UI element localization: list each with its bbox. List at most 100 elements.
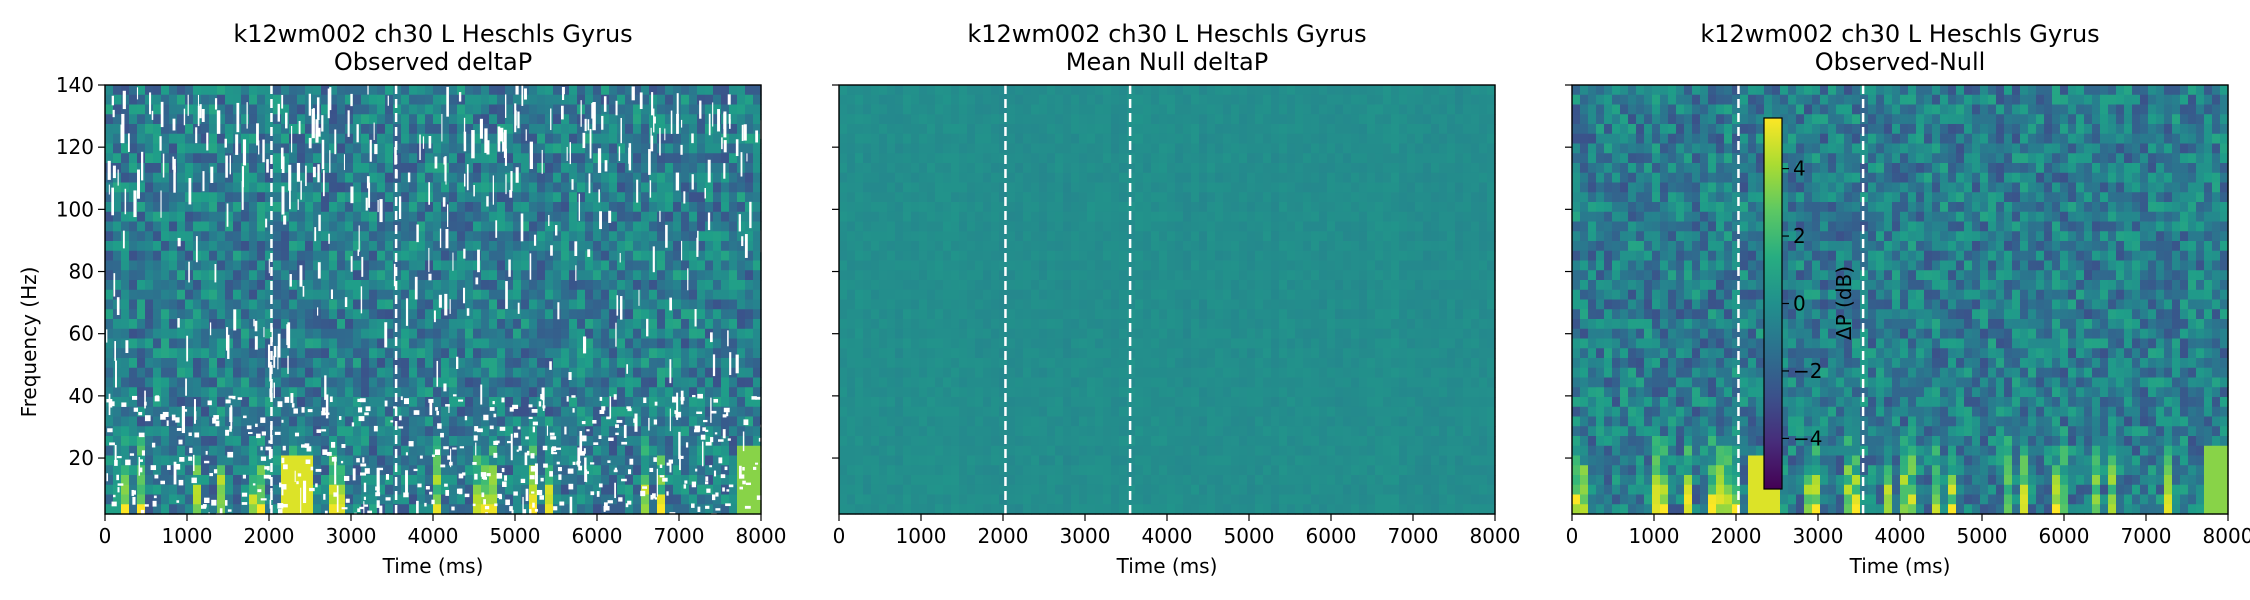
heatmap-cell xyxy=(377,377,386,388)
heatmap-cell xyxy=(681,85,690,96)
heatmap-cell xyxy=(281,494,290,505)
heatmap-cell xyxy=(847,465,856,476)
heatmap-cell xyxy=(449,406,458,418)
heatmap-cell xyxy=(585,406,594,418)
heatmap-cell xyxy=(441,250,450,262)
heatmap-cell xyxy=(417,426,426,437)
heatmap-cell xyxy=(617,445,626,457)
heatmap-cell xyxy=(601,211,610,223)
heatmap-cell xyxy=(729,85,738,96)
heatmap-cell xyxy=(249,377,258,388)
heatmap-cell xyxy=(425,484,434,496)
heatmap-cell xyxy=(561,455,570,466)
heatmap-cell xyxy=(855,299,864,310)
heatmap-cell xyxy=(737,85,746,96)
heatmap-cell xyxy=(729,455,738,466)
heatmap-cell xyxy=(345,85,354,96)
heatmap-cell xyxy=(911,484,920,496)
heatmap-cell xyxy=(919,221,928,232)
heatmap-cell xyxy=(273,465,282,476)
heatmap-cell xyxy=(241,484,250,496)
heatmap-cell xyxy=(169,436,178,447)
heatmap-cell xyxy=(209,319,218,330)
heatmap-cell xyxy=(737,319,746,330)
heatmap-cell xyxy=(681,348,690,359)
heatmap-cell xyxy=(297,114,306,125)
heatmap-cell xyxy=(657,163,666,174)
masked-gap xyxy=(358,225,360,252)
heatmap-cell xyxy=(609,328,618,340)
heatmap-cell xyxy=(713,260,722,271)
heatmap-cell xyxy=(265,153,274,164)
heatmap-cell xyxy=(305,241,314,252)
heatmap-cell xyxy=(273,367,282,379)
heatmap-cell xyxy=(657,309,666,320)
heatmap-cell xyxy=(697,436,706,447)
heatmap-cell xyxy=(113,289,122,301)
heatmap-cell xyxy=(617,182,626,193)
heatmap-cell xyxy=(329,289,338,301)
heatmap-cell xyxy=(281,309,290,320)
heatmap-cell xyxy=(497,455,506,466)
heatmap-cell xyxy=(233,182,242,193)
heatmap-cell xyxy=(737,114,746,125)
heatmap-cell xyxy=(625,328,634,340)
heatmap-cell xyxy=(121,358,130,369)
heatmap-cell xyxy=(297,455,306,466)
heatmap-cell xyxy=(361,104,370,115)
heatmap-cell xyxy=(257,85,266,96)
heatmap-cell xyxy=(257,348,266,359)
heatmap-cell xyxy=(153,143,162,154)
heatmap-cell xyxy=(209,436,218,447)
heatmap-cell xyxy=(225,445,234,457)
heatmap-cell xyxy=(569,377,578,388)
masked-gap xyxy=(480,472,487,477)
heatmap-cell xyxy=(217,270,226,281)
masked-gap xyxy=(533,234,537,246)
masked-gap xyxy=(229,155,231,175)
heatmap-cell xyxy=(863,211,872,223)
heatmap-cell xyxy=(609,289,618,301)
masked-gap xyxy=(386,513,389,517)
heatmap-cell xyxy=(433,133,442,145)
heatmap-cell xyxy=(649,484,658,496)
masked-gap xyxy=(721,137,723,150)
heatmap-cell xyxy=(927,280,936,291)
masked-gap xyxy=(269,499,272,509)
heatmap-cell xyxy=(863,280,872,291)
heatmap-cell xyxy=(337,367,346,379)
heatmap-cell xyxy=(417,455,426,466)
heatmap-cell xyxy=(497,377,506,388)
masked-gap xyxy=(328,233,330,244)
heatmap-cell xyxy=(233,494,242,505)
masked-gap xyxy=(638,289,640,306)
masked-gap xyxy=(659,464,663,468)
masked-gap xyxy=(691,174,694,190)
heatmap-cell xyxy=(879,270,888,281)
heatmap-cell xyxy=(737,94,746,106)
heatmap-cell xyxy=(249,406,258,418)
heatmap-cell xyxy=(489,475,498,486)
heatmap-cell xyxy=(385,348,394,359)
heatmap-cell xyxy=(289,475,298,486)
heatmap-cell xyxy=(673,338,682,349)
heatmap-cell xyxy=(265,221,274,232)
heatmap-cell xyxy=(745,114,754,125)
heatmap-cell xyxy=(377,192,386,203)
masked-gap xyxy=(695,468,698,472)
heatmap-cell xyxy=(393,231,402,242)
heatmap-cell xyxy=(585,455,594,466)
heatmap-cell xyxy=(201,455,210,466)
heatmap-cell xyxy=(545,475,554,486)
heatmap-cell xyxy=(353,114,362,125)
heatmap-cell xyxy=(169,231,178,242)
masked-gap xyxy=(270,488,273,493)
heatmap-cell xyxy=(681,338,690,349)
heatmap-cell xyxy=(145,377,154,388)
panel-title: k12wm002 ch30 L Heschls Gyrus xyxy=(967,20,1366,48)
masked-gap xyxy=(587,249,591,257)
heatmap-cell xyxy=(537,338,546,349)
masked-gap xyxy=(301,407,305,413)
x-tick-label: 4000 xyxy=(408,524,459,548)
heatmap-cell xyxy=(665,85,674,96)
